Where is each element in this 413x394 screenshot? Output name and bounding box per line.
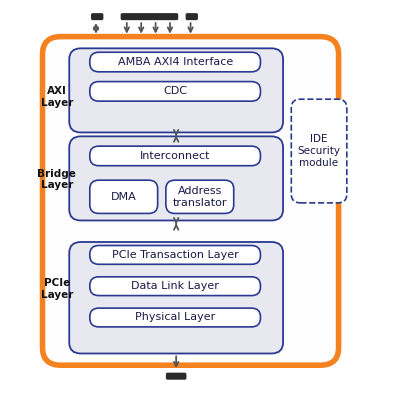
FancyBboxPatch shape (69, 242, 282, 353)
FancyBboxPatch shape (69, 48, 282, 132)
Text: PCIe
Layer: PCIe Layer (40, 278, 73, 300)
FancyBboxPatch shape (166, 180, 233, 214)
FancyBboxPatch shape (90, 52, 260, 72)
Text: PCIe Transaction Layer: PCIe Transaction Layer (112, 250, 238, 260)
FancyBboxPatch shape (90, 146, 260, 166)
FancyBboxPatch shape (90, 245, 260, 264)
FancyBboxPatch shape (90, 277, 260, 296)
FancyBboxPatch shape (90, 180, 157, 214)
Text: AXI
Layer: AXI Layer (40, 86, 73, 108)
Text: Physical Layer: Physical Layer (135, 312, 215, 323)
Text: Data Link Layer: Data Link Layer (131, 281, 218, 291)
Text: Bridge
Layer: Bridge Layer (37, 169, 76, 190)
Text: CDC: CDC (163, 86, 187, 97)
FancyBboxPatch shape (90, 308, 260, 327)
FancyBboxPatch shape (69, 136, 282, 221)
FancyBboxPatch shape (166, 373, 186, 380)
Text: Interconnect: Interconnect (140, 151, 210, 161)
Text: DMA: DMA (111, 192, 136, 202)
Text: AMBA AXI4 Interface: AMBA AXI4 Interface (117, 57, 232, 67)
Text: IDE
Security
module: IDE Security module (297, 134, 340, 167)
Text: Address
translator: Address translator (172, 186, 226, 208)
FancyBboxPatch shape (90, 82, 260, 101)
FancyBboxPatch shape (120, 13, 178, 20)
FancyBboxPatch shape (185, 13, 197, 20)
FancyBboxPatch shape (291, 99, 346, 203)
FancyBboxPatch shape (43, 37, 338, 365)
FancyBboxPatch shape (91, 13, 103, 20)
